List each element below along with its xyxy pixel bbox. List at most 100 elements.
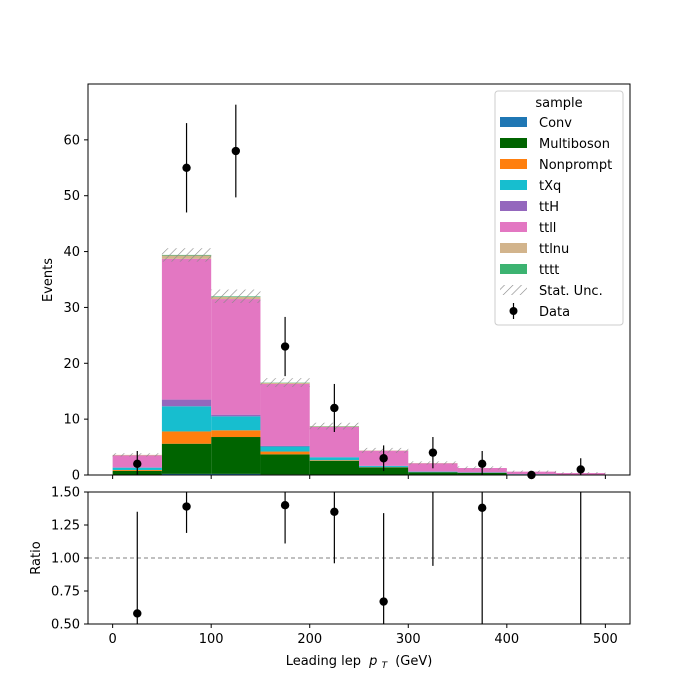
bar-txq-bin-1 <box>161 406 212 432</box>
legend-item-conv: Conv <box>500 116 572 131</box>
legend-label: tttt <box>539 263 559 278</box>
ratio-plot-frame <box>87 491 631 625</box>
legend-item-data: Data <box>509 303 570 320</box>
legend-swatch <box>500 222 527 232</box>
y-tick-label: 50 <box>63 189 80 204</box>
ratio-point-1 <box>182 502 191 511</box>
legend-swatch <box>500 243 527 253</box>
main-plot-frame <box>87 83 631 476</box>
x-axis-label-math: p <box>368 654 377 669</box>
legend-marker <box>509 307 518 315</box>
x-tick-label: 300 <box>396 632 421 647</box>
ratio-plot-panel: 0.500.751.001.251.50 0 100 200 300 400 500 Ra… <box>29 395 631 672</box>
legend-title: sample <box>535 96 582 111</box>
legend-label: Multiboson <box>539 137 610 152</box>
legend-swatch <box>500 285 527 295</box>
x-tick-label: 100 <box>199 632 224 647</box>
data-point-3 <box>280 342 290 351</box>
ratio-point-7 <box>577 395 585 403</box>
y-tick-label: 10 <box>63 413 80 428</box>
bar-multiboson-bin-3 <box>260 454 310 475</box>
ratio-points <box>133 395 585 624</box>
ratio-y-tick-label: 0.75 <box>51 585 80 600</box>
legend-item-multiboson: Multiboson <box>500 137 610 152</box>
legend-item-tth: ttH <box>500 200 559 215</box>
x-tick-label: 0 <box>108 632 116 647</box>
bar-multiboson-bin-4 <box>309 460 359 475</box>
x-tick-label: 200 <box>297 632 322 647</box>
data-point-6 <box>428 448 438 457</box>
legend-label: ttH <box>539 200 559 215</box>
bar-multiboson-bin-1 <box>161 443 212 474</box>
legend-label: Conv <box>539 116 572 131</box>
legend-swatch <box>500 264 527 274</box>
ratio-y-axis-label: Ratio <box>29 541 44 574</box>
bar-nonprompt-bin-2 <box>211 430 261 438</box>
ratio-y-axis-ticks: 0.50 0.75 1.00 1.25 1.50 <box>51 486 88 633</box>
bar-nonprompt-bin-3 <box>260 451 310 455</box>
main-y-axis-ticks: 0 10 20 30 40 50 60 <box>63 133 88 484</box>
ratio-point-0 <box>133 609 142 618</box>
legend-swatch <box>500 201 527 211</box>
legend-swatch <box>500 117 527 127</box>
x-axis-label-unit: (GeV) <box>395 654 432 669</box>
ratio-point-6 <box>477 503 487 513</box>
bar-txq-bin-2 <box>211 416 261 431</box>
data-point-4 <box>330 403 339 413</box>
legend-swatch <box>500 180 527 190</box>
y-tick-label: 0 <box>72 469 80 484</box>
y-tick-label: 60 <box>63 133 80 148</box>
y-tick-label: 20 <box>63 357 80 372</box>
legend-label: Data <box>539 305 570 320</box>
bar-ttll-bin-3 <box>260 383 310 446</box>
ratio-point-2 <box>280 501 290 510</box>
bar-tth-bin-3 <box>260 445 310 447</box>
x-tick-label: 500 <box>593 632 618 647</box>
x-axis-label-text: Leading lep <box>286 654 361 669</box>
ratio-y-tick-label: 1.00 <box>51 552 80 567</box>
legend-item-ttll: ttll <box>500 221 556 236</box>
legend-swatch <box>500 159 527 169</box>
bar-multiboson-bin-6 <box>408 472 458 475</box>
data-point-0 <box>133 459 142 469</box>
legend-label: ttll <box>539 221 556 236</box>
legend: sample Conv Multiboson Nonprompt tXq ttH ttll… <box>494 90 624 326</box>
legend-label: Nonprompt <box>539 158 612 173</box>
bar-conv-bin-1 <box>161 473 212 475</box>
main-y-axis-label: Events <box>41 258 56 302</box>
bar-tth-bin-1 <box>161 399 212 407</box>
bar-txq-bin-4 <box>309 457 359 461</box>
data-point-5 <box>379 454 388 463</box>
x-tick-label: 400 <box>494 632 519 647</box>
bar-ttll-bin-2 <box>211 299 261 415</box>
ratio-y-tick-label: 1.50 <box>51 486 80 501</box>
bar-txq-bin-6 <box>408 471 458 473</box>
legend-label: ttlnu <box>539 242 569 257</box>
data-point-9 <box>576 465 585 474</box>
bar-multiboson-bin-2 <box>211 437 261 474</box>
x-axis-label: Leading lep p T (GeV) <box>286 654 433 672</box>
legend-item-txq: tXq <box>500 179 561 194</box>
legend-item-ttlnu: ttlnu <box>500 242 569 257</box>
stat-unc-band-bin-1 <box>161 248 212 262</box>
bar-nonprompt-bin-1 <box>161 431 212 444</box>
main-plot-panel: 0 10 20 30 40 50 60 Events <box>41 83 631 484</box>
ratio-y-tick-label: 1.25 <box>51 519 80 534</box>
stat-unc-band-bin-3 <box>260 378 310 388</box>
bar-nonprompt-bin-4 <box>309 460 359 461</box>
legend-item-tttt: tttt <box>500 263 559 278</box>
legend-item-nonprompt: Nonprompt <box>500 158 612 173</box>
y-tick-label: 40 <box>63 245 80 260</box>
legend-item-stat-unc-: Stat. Unc. <box>500 284 603 299</box>
bar-ttll-bin-1 <box>161 258 212 400</box>
legend-label: Stat. Unc. <box>539 284 603 299</box>
data-points <box>133 104 585 480</box>
data-point-1 <box>182 163 191 172</box>
bar-txq-bin-3 <box>260 446 310 452</box>
ratio-point-3 <box>330 507 339 516</box>
stat-unc-band-bin-2 <box>211 289 261 303</box>
legend-label: tXq <box>539 179 561 194</box>
legend-swatch <box>500 138 527 148</box>
data-point-7 <box>477 459 487 469</box>
